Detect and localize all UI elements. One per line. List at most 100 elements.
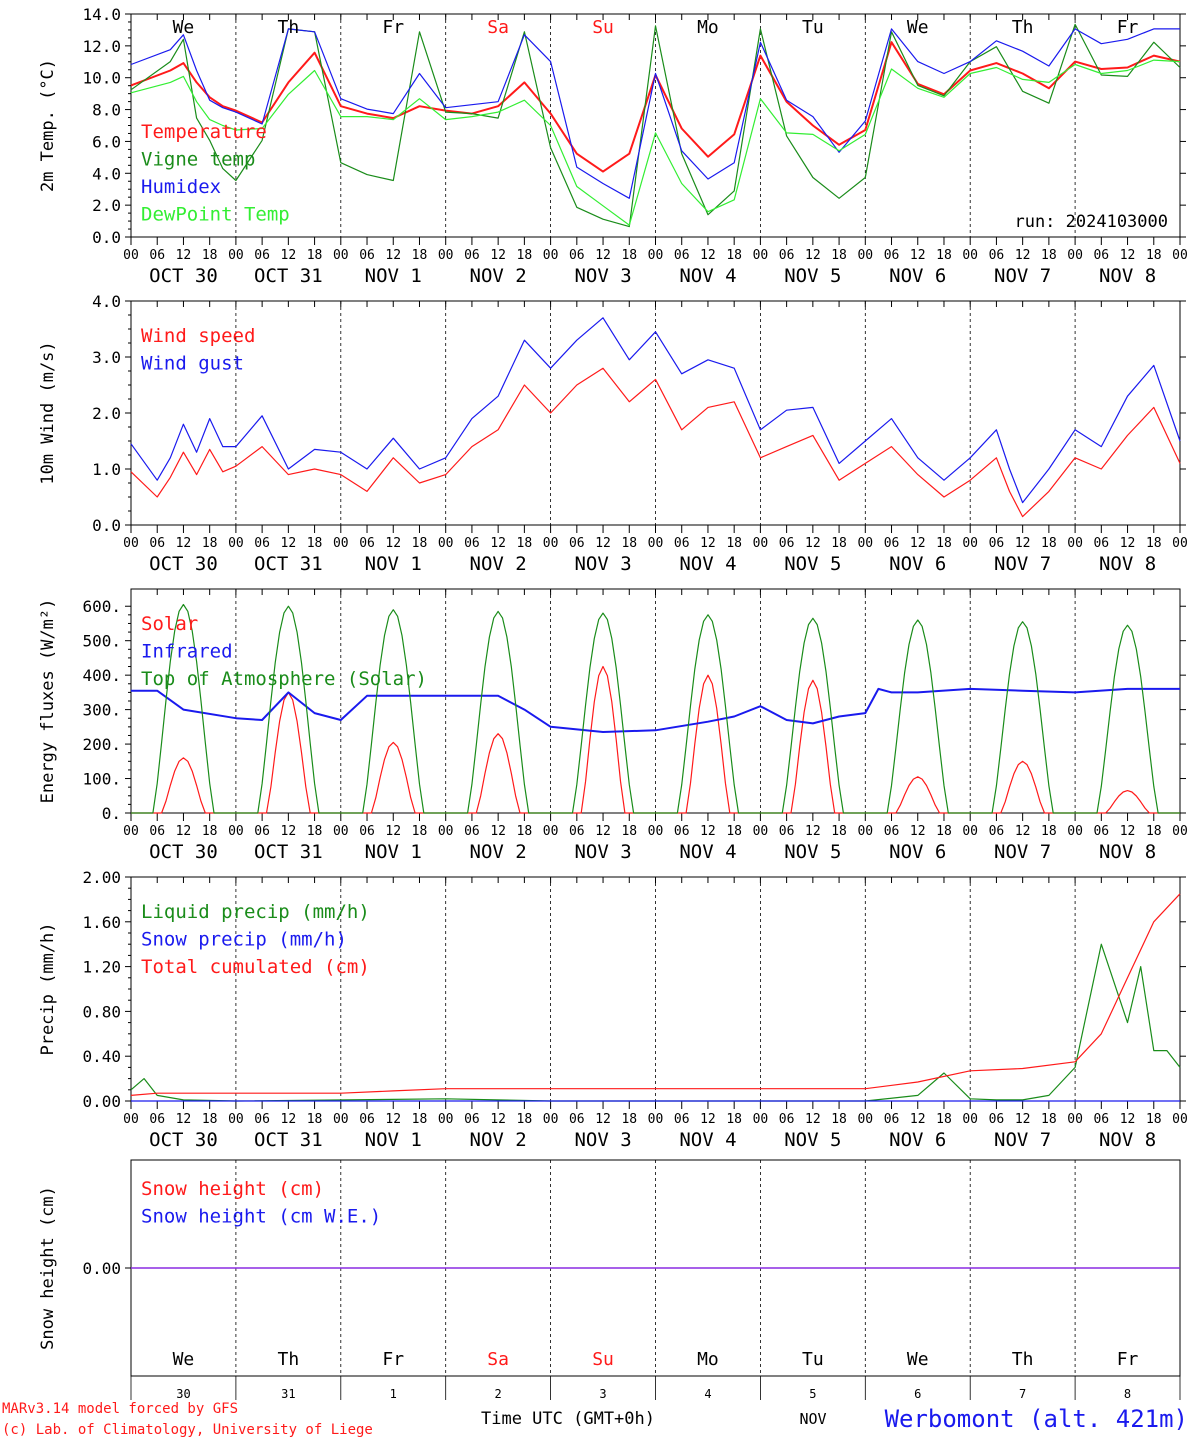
x-day-label: NOV 1 — [365, 553, 422, 575]
x-day-label: OCT 31 — [254, 1129, 323, 1151]
x-hour-label: 12 — [805, 536, 821, 551]
x-day-label: NOV 4 — [679, 841, 736, 863]
x-day-label: NOV 3 — [574, 553, 631, 575]
y-axis-label: 10m Wind (m/s) — [38, 341, 58, 484]
x-hour-label: 18 — [202, 248, 218, 263]
x-day-label: NOV 1 — [365, 265, 422, 287]
x-day-label: NOV 7 — [994, 841, 1051, 863]
legend-entry: Wind speed — [141, 325, 255, 347]
day-number-label: 5 — [809, 1387, 816, 1401]
y-tick-label: 3.0 — [92, 348, 121, 367]
x-day-label: NOV 7 — [994, 265, 1051, 287]
x-hour-label: 18 — [1041, 536, 1057, 551]
x-hour-label: 18 — [412, 536, 428, 551]
x-hour-label: 18 — [517, 1112, 533, 1127]
y-tick-label: 2.0 — [92, 404, 121, 423]
x-day-label: NOV 4 — [679, 1129, 736, 1151]
x-hour-label: 06 — [779, 248, 795, 263]
x-hour-label: 00 — [857, 248, 873, 263]
x-hour-label: 06 — [884, 1112, 900, 1127]
weekday-label: Fr — [1117, 17, 1139, 38]
weekday-label: Su — [592, 1349, 614, 1370]
y-tick-label: 8.0 — [92, 101, 121, 120]
legend-entry: Snow precip (mm/h) — [141, 929, 347, 951]
series-total-cumulated-cm- — [130, 893, 1181, 1096]
x-day-label: OCT 30 — [149, 841, 218, 863]
x-day-label: NOV 6 — [889, 265, 946, 287]
x-hour-label: 00 — [543, 248, 559, 263]
weekday-label: We — [173, 1349, 195, 1370]
y-tick-label: 2.00 — [82, 868, 121, 887]
y-tick-label: 4.0 — [92, 164, 121, 183]
x-day-label: NOV 5 — [784, 265, 841, 287]
y-tick-label: 14.0 — [82, 5, 121, 24]
x-day-label: NOV 3 — [574, 265, 631, 287]
x-day-label: OCT 31 — [254, 553, 323, 575]
x-day-label: NOV 8 — [1099, 265, 1156, 287]
x-day-label: NOV 7 — [994, 553, 1051, 575]
run-annotation: run: 2024103000 — [1014, 212, 1168, 232]
footer-month: NOV — [799, 1410, 826, 1428]
x-hour-label: 00 — [228, 824, 244, 839]
x-hour-label: 06 — [779, 1112, 795, 1127]
x-axis-title: Time UTC (GMT+0h) — [481, 1409, 655, 1429]
x-day-label: NOV 5 — [784, 1129, 841, 1151]
x-hour-label: 12 — [700, 536, 716, 551]
series-vigne-temp — [130, 23, 1181, 228]
x-hour-label: 12 — [1015, 536, 1031, 551]
x-day-label: NOV 8 — [1099, 553, 1156, 575]
x-day-label: OCT 30 — [149, 1129, 218, 1151]
legend-entry: Total cumulated (cm) — [141, 956, 370, 978]
x-hour-label: 00 — [857, 1112, 873, 1127]
x-hour-label: 00 — [1172, 824, 1188, 839]
x-hour-label: 12 — [490, 536, 506, 551]
x-hour-label: 06 — [569, 1112, 585, 1127]
x-hour-label: 00 — [753, 824, 769, 839]
x-hour-label: 12 — [700, 824, 716, 839]
x-hour-label: 12 — [176, 248, 192, 263]
day-number-label: 1 — [390, 1387, 397, 1401]
plot-frame — [130, 300, 1181, 526]
x-hour-label: 06 — [674, 824, 690, 839]
day-number-label: 30 — [176, 1387, 190, 1401]
x-hour-label: 06 — [1093, 248, 1109, 263]
weekday-labels-top: We Th Fr Sa Su Mo Tu We Th Fr — [173, 17, 1139, 38]
y-tick-label: 6.0 — [92, 132, 121, 151]
series-humidex — [130, 28, 1180, 199]
x-hour-label: 06 — [149, 824, 165, 839]
x-hour-label: 18 — [202, 1112, 218, 1127]
weekday-label: Th — [278, 1349, 300, 1370]
weekday-label: Su — [592, 17, 614, 38]
x-hour-label: 06 — [359, 824, 375, 839]
weekday-label: Th — [278, 17, 300, 38]
x-day-label: NOV 6 — [889, 553, 946, 575]
x-hour-label: 00 — [228, 1112, 244, 1127]
y-tick-label: 10.0 — [82, 69, 121, 88]
panel-2: 0.0 1.0 2.0 3.0 4.0 10m Wind (m/s) 00 06 12 18 00 0… — [38, 292, 1188, 575]
x-hour-label: 06 — [1093, 824, 1109, 839]
x-hour-label: 00 — [438, 248, 454, 263]
x-hour-label: 00 — [962, 824, 978, 839]
x-hour-label: 06 — [359, 248, 375, 263]
x-day-label: NOV 7 — [994, 1129, 1051, 1151]
x-hour-label: 12 — [910, 248, 926, 263]
x-day-label: NOV 2 — [470, 841, 527, 863]
panel-3: 0. 100. 200. 300. 400. 500. 600. Energy fluxes … — [38, 588, 1188, 863]
x-hour-label: 06 — [674, 1112, 690, 1127]
panel-4: 0.00 0.40 0.80 1.20 1.60 2.00 Precip (mm/h) 00 0… — [38, 868, 1188, 1151]
y-tick-label: 2.0 — [92, 196, 121, 215]
x-hour-label: 00 — [333, 536, 349, 551]
x-hour-label: 18 — [1041, 248, 1057, 263]
y-tick-label: 400. — [82, 666, 121, 685]
x-hour-label: 18 — [936, 1112, 952, 1127]
x-hour-label: 06 — [989, 248, 1005, 263]
x-hour-label: 00 — [438, 824, 454, 839]
x-hour-label: 18 — [831, 1112, 847, 1127]
y-tick-label: 600. — [82, 597, 121, 616]
legend-entry: Top of Atmosphere (Solar) — [141, 668, 427, 690]
x-hour-label: 12 — [805, 1112, 821, 1127]
x-hour-label: 00 — [1172, 536, 1188, 551]
x-hour-label: 06 — [254, 248, 270, 263]
x-hour-label: 00 — [333, 1112, 349, 1127]
